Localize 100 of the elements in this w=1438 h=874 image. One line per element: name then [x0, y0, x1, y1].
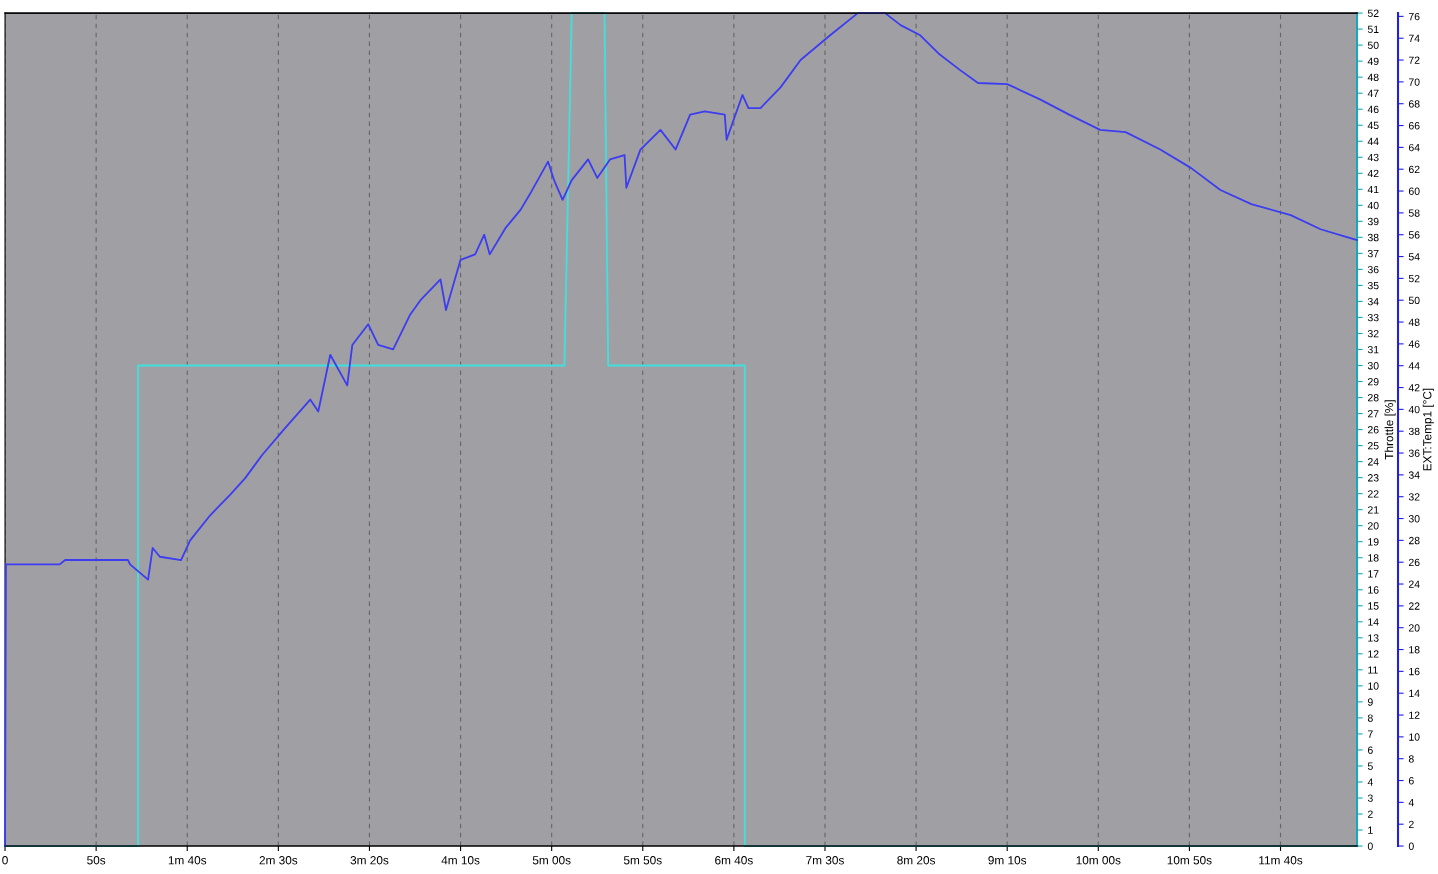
- y-tick-label: 7: [1367, 730, 1373, 738]
- y-tick-label: 21: [1367, 506, 1379, 514]
- y-tick-label: 8: [1367, 714, 1373, 722]
- y2-tick-label: 66: [1408, 122, 1420, 130]
- y2-tick-label: 0: [1408, 842, 1414, 850]
- y2-tick-label: 60: [1408, 187, 1420, 195]
- y-tick-label: 6: [1367, 746, 1373, 754]
- y2-tick-label: 50: [1408, 296, 1420, 305]
- y-tick-label: 28: [1367, 394, 1379, 402]
- y2-tick-label: 38: [1408, 427, 1420, 436]
- y-tick-label: 23: [1367, 474, 1379, 482]
- y-tick-label: 16: [1368, 586, 1379, 594]
- y-tick-label: 50: [1367, 41, 1379, 50]
- y2-tick-label: 30: [1408, 515, 1420, 523]
- y2-tick-label: 8: [1408, 755, 1414, 763]
- y2-tick-label: 74: [1408, 34, 1420, 42]
- y2-tick-label: 10: [1409, 733, 1420, 741]
- y-tick-label: 37: [1367, 249, 1379, 258]
- y-tick-label: 11: [1368, 666, 1378, 674]
- y2-tick-label: 24: [1408, 580, 1420, 588]
- y-tick-label: 38: [1367, 233, 1379, 242]
- x-tick-label: 3m 20s: [350, 856, 389, 865]
- x-tick-label: 4m 10s: [441, 856, 480, 865]
- y-tick-label: 40: [1367, 201, 1379, 210]
- y-tick-label: 32: [1367, 329, 1379, 338]
- y2-tick-label: 2: [1408, 820, 1414, 828]
- x-tick-label: 10m 00s: [1076, 856, 1121, 865]
- y-tick-label: 30: [1367, 362, 1379, 370]
- y-tick-label: 46: [1367, 105, 1379, 114]
- y-tick-label: 19: [1368, 538, 1379, 546]
- y2-tick-label: 48: [1408, 318, 1420, 326]
- y-tick-label: 49: [1367, 57, 1379, 66]
- x-tick-label: 6m 40s: [715, 856, 753, 865]
- y-tick-label: 20: [1367, 522, 1379, 530]
- y2-tick-label: 36: [1408, 449, 1420, 457]
- y-tick-label: 2: [1367, 810, 1373, 818]
- y-tick-label: 45: [1367, 121, 1379, 130]
- y-tick-label: 4: [1367, 778, 1373, 786]
- y-tick-label: 14: [1368, 618, 1379, 626]
- y-tick-label: 43: [1367, 153, 1379, 162]
- y2-axis-title: EXT:Temp1 [°C]: [1422, 388, 1434, 471]
- y2-tick-label: 64: [1408, 143, 1420, 152]
- x-tick-label: 8m 20s: [897, 856, 936, 865]
- y-tick-label: 25: [1367, 442, 1379, 450]
- x-tick-label: 50s: [87, 856, 106, 865]
- y2-tick-label: 32: [1408, 493, 1420, 501]
- x-tick-label: 5m 00s: [532, 856, 571, 865]
- y-tick-label: 24: [1367, 458, 1379, 466]
- y2-tick-label: 72: [1408, 56, 1420, 64]
- y2-tick-label: 46: [1408, 340, 1420, 348]
- y2-tick-label: 62: [1408, 165, 1420, 174]
- y2-tick-label: 42: [1408, 384, 1420, 392]
- y-tick-label: 51: [1367, 25, 1379, 33]
- y2-tick-label: 20: [1408, 624, 1420, 632]
- x-tick-label: 7m 30s: [806, 856, 844, 865]
- y-tick-label: 34: [1367, 297, 1379, 306]
- y2-tick-label: 40: [1408, 405, 1420, 414]
- y-axis-title: Throttle [%]: [1384, 400, 1396, 460]
- y-tick-label: 41: [1367, 185, 1379, 194]
- y2-tick-label: 54: [1408, 253, 1420, 261]
- y2-tick-label: 4: [1408, 798, 1414, 807]
- y-tick-label: 3: [1367, 794, 1373, 802]
- x-tick-label: 2m 30s: [259, 856, 298, 865]
- y-tick-label: 47: [1367, 89, 1379, 97]
- y2-tick-label: 44: [1408, 362, 1420, 370]
- x-tick-label: 11m 40s: [1259, 856, 1303, 865]
- y-tick-label: 0: [1367, 842, 1373, 850]
- y-tick-label: 29: [1367, 378, 1379, 386]
- y2-tick-label: 56: [1408, 231, 1420, 239]
- y-tick-label: 9: [1367, 698, 1373, 706]
- y-tick-label: 52: [1367, 9, 1379, 17]
- x-tick-label: 9m 10s: [988, 856, 1027, 865]
- y2-tick-label: 16: [1409, 667, 1420, 676]
- y-tick-label: 15: [1368, 602, 1379, 610]
- y2-tick-label: 52: [1408, 274, 1420, 283]
- y-tick-label: 18: [1368, 554, 1379, 562]
- y2-tick-label: 22: [1408, 602, 1420, 610]
- y-tick-label: 1: [1368, 826, 1373, 834]
- y2-tick-label: 76: [1408, 12, 1420, 21]
- y2-tick-label: 70: [1408, 78, 1420, 86]
- x-tick-label: 0: [2, 856, 8, 865]
- y-tick-label: 35: [1367, 281, 1379, 290]
- y-tick-label: 36: [1367, 265, 1379, 274]
- y-tick-label: 13: [1368, 634, 1379, 642]
- y-tick-label: 5: [1367, 762, 1373, 770]
- y2-tick-label: 18: [1409, 646, 1420, 654]
- y-tick-label: 42: [1367, 169, 1379, 178]
- y2-tick-label: 26: [1408, 558, 1420, 567]
- y2-tick-label: 68: [1408, 100, 1420, 108]
- y-tick-label: 44: [1367, 137, 1379, 146]
- x-tick-label: 5m 50s: [623, 856, 662, 865]
- y-tick-label: 31: [1367, 345, 1379, 354]
- y-tick-label: 39: [1367, 217, 1379, 226]
- y2-tick-label: 58: [1408, 209, 1420, 217]
- y-tick-label: 17: [1368, 570, 1379, 578]
- y-tick-label: 26: [1367, 426, 1379, 434]
- y-tick-label: 27: [1367, 410, 1379, 418]
- x-tick-label: 1m 40s: [168, 856, 207, 865]
- y2-tick-label: 12: [1409, 711, 1420, 719]
- y2-tick-label: 6: [1408, 777, 1414, 785]
